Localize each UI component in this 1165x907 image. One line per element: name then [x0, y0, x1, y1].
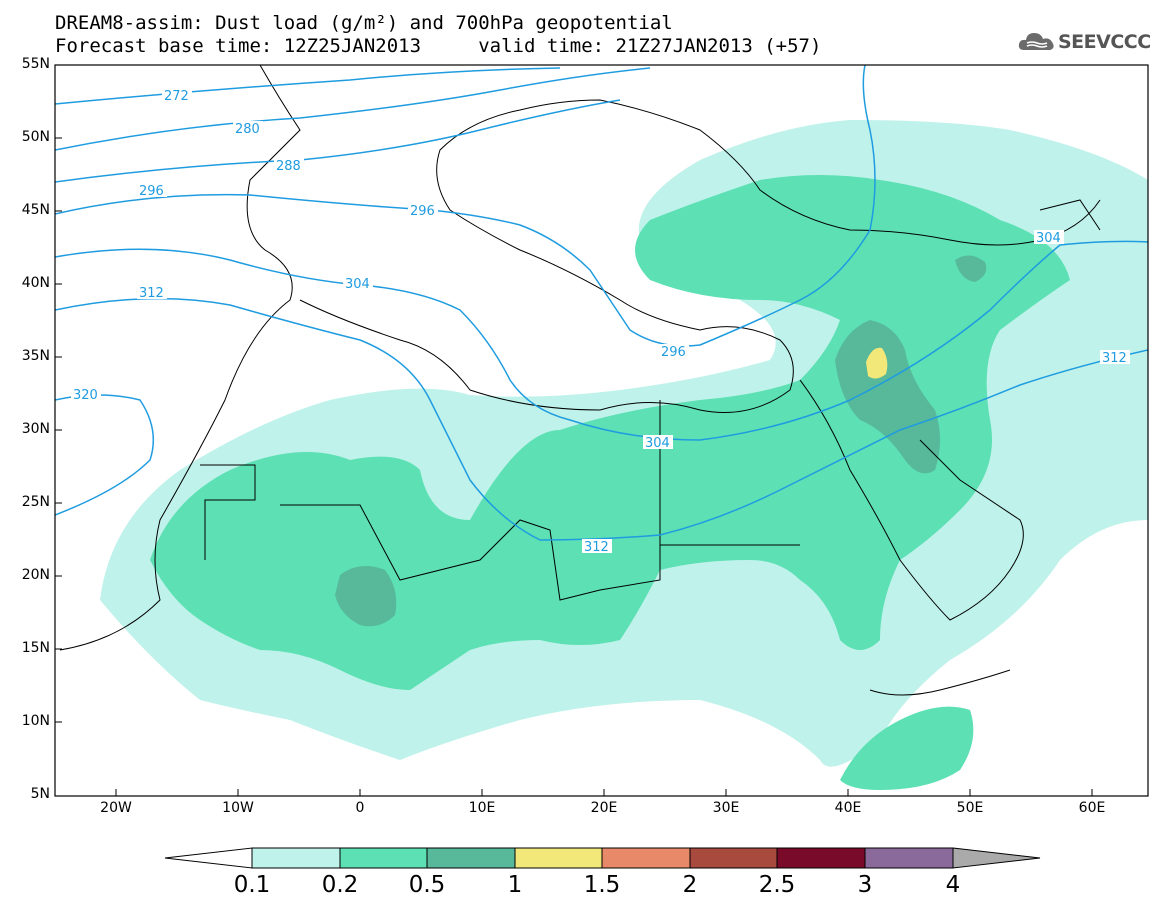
colorbar-label-0.1: 0.1: [233, 872, 271, 898]
colorbar-bin-3: [426, 847, 516, 869]
colorbar-label-0.5: 0.5: [408, 872, 446, 898]
contour-label-304b: 304: [645, 436, 670, 451]
colorbar-label-4: 4: [945, 872, 961, 898]
colorbar-label-2.5: 2.5: [758, 872, 796, 898]
geopotential-contours: [55, 65, 1148, 541]
colorbar-label-1: 1: [507, 872, 523, 898]
contour-label-296a: 296: [139, 184, 164, 199]
dust-level-4: [866, 347, 888, 379]
lon-label-30e: 30E: [712, 800, 740, 816]
lat-label-30n: 30N: [21, 421, 50, 437]
colorbar-bin-8: [864, 847, 954, 869]
lat-label-15n: 15N: [21, 640, 50, 656]
colorbar-label-1.5: 1.5: [583, 872, 621, 898]
colorbar: [164, 847, 1041, 869]
contour-label-312b: 312: [584, 540, 609, 555]
lat-label-40n: 40N: [21, 275, 50, 291]
colorbar-label-3: 3: [857, 872, 873, 898]
lat-label-10n: 10N: [21, 713, 50, 729]
contour-label-280: 280: [235, 122, 260, 137]
coastlines: [59, 65, 1101, 696]
contour-label-296c: 296: [661, 345, 686, 360]
contour-label-272: 272: [164, 89, 189, 104]
lat-label-20n: 20N: [21, 567, 50, 583]
dust-level-3: [335, 255, 987, 627]
colorbar-bin-7: [776, 847, 866, 869]
axis-ticks: [55, 64, 1093, 796]
contour-label-312c: 312: [1102, 351, 1127, 366]
contour-labels: 272 280 288 296 296 304 304 304 312 312 …: [71, 88, 1130, 555]
lon-label-10e: 10E: [468, 800, 496, 816]
dust-level-2: [150, 175, 1070, 790]
map-title: DREAM8-assim: Dust load (g/m²) and 700hP…: [55, 12, 673, 34]
colorbar-bin-6: [689, 847, 778, 869]
lat-label-25n: 25N: [21, 494, 50, 510]
lon-label-60e: 60E: [1078, 800, 1106, 816]
colorbar-label-2: 2: [682, 872, 698, 898]
colorbar-bin-5: [601, 847, 691, 869]
contour-label-304a: 304: [345, 277, 370, 292]
lat-label-45n: 45N: [21, 202, 50, 218]
colorbar-under-triangle: [164, 847, 253, 869]
logo-text: SEEVCCC: [1058, 31, 1151, 53]
colorbar-label-0.2: 0.2: [321, 872, 359, 898]
map-subtitle: Forecast base time: 12Z25JAN2013 valid t…: [55, 35, 822, 57]
lon-label-40e: 40E: [834, 800, 862, 816]
colorbar-bin-2: [339, 847, 428, 869]
lat-label-5n: 5N: [30, 786, 50, 802]
contour-label-288: 288: [276, 159, 301, 174]
lon-label-20e: 20E: [590, 800, 618, 816]
lon-label-20w: 20W: [100, 800, 132, 816]
colorbar-over-triangle: [952, 847, 1041, 869]
colorbar-bin-1: [251, 847, 341, 869]
contour-label-312a: 312: [139, 286, 164, 301]
seevccc-logo: SEEVCCC: [1018, 28, 1151, 58]
lon-label-10w: 10W: [222, 800, 254, 816]
lat-label-35n: 35N: [21, 348, 50, 364]
lon-label-50e: 50E: [956, 800, 984, 816]
contour-label-304c: 304: [1036, 231, 1061, 246]
contour-label-320: 320: [73, 388, 98, 403]
colorbar-bin-4: [514, 847, 603, 869]
cloud-icon: [1018, 33, 1054, 50]
lat-label-50n: 50N: [21, 129, 50, 145]
lat-label-55n: 55N: [21, 56, 50, 72]
lon-label-0: 0: [355, 800, 365, 816]
contour-label-296b: 296: [410, 204, 435, 219]
